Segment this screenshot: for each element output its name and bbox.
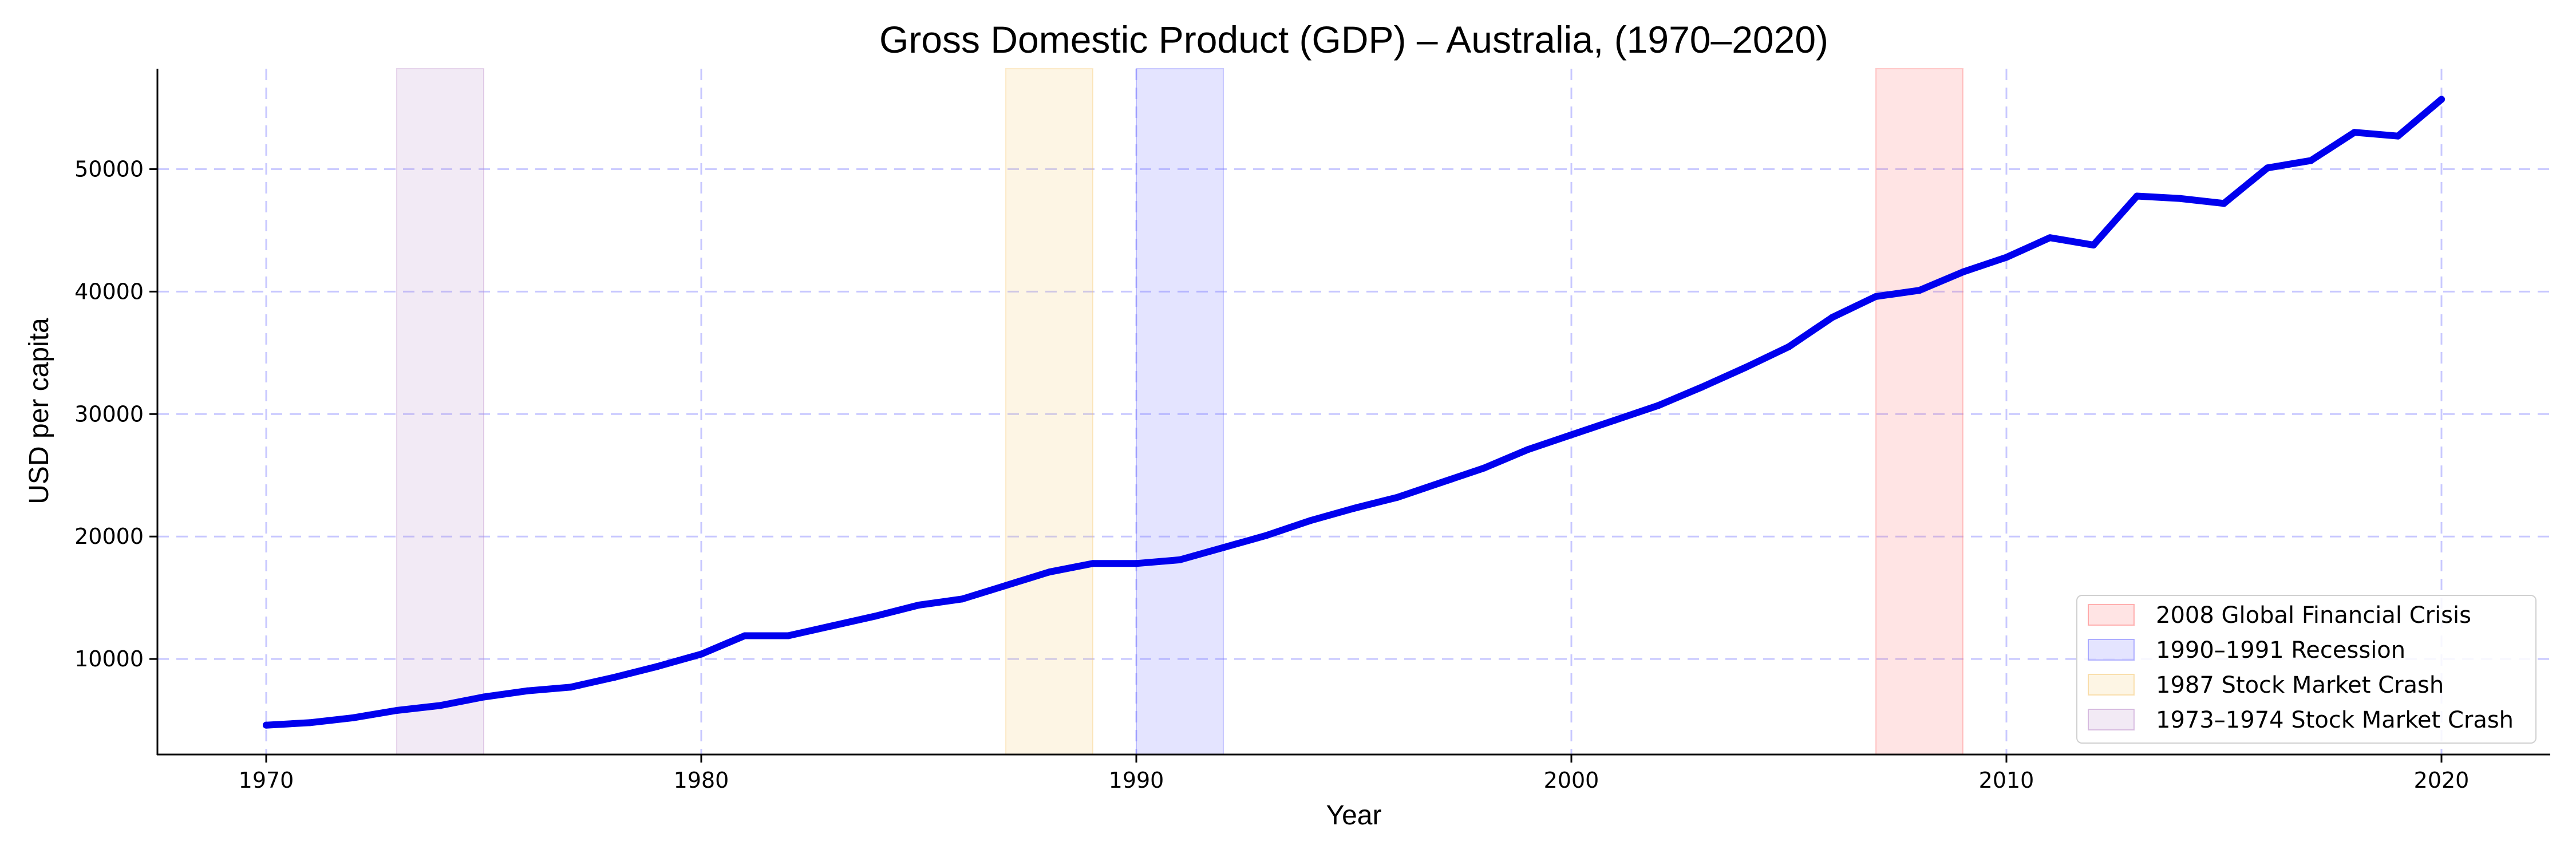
data-point [1089,560,1096,567]
data-point [1437,479,1444,487]
data-point [2351,129,2358,136]
shaded-periods [396,68,1963,755]
shaded-period-0 [1875,68,1963,755]
data-point [2395,132,2401,140]
data-point [915,602,922,609]
data-point [2308,157,2314,164]
tick-labels: 1970 1980 1990 2000 2010 2020 10000 20000 30000 4… [74,156,2469,793]
data-point [1394,493,1401,501]
data-point [2264,164,2271,172]
data-point [2046,234,2053,242]
data-point [2438,96,2445,103]
legend-label: 2008 Global Financial Crisis [2156,602,2471,629]
data-point [1133,560,1140,567]
data-point [741,632,748,639]
data-point [1350,505,1357,512]
data-point [1220,544,1227,551]
data-point [959,595,966,603]
series-layer [263,96,2445,729]
x-tick-label: 2000 [1544,768,1599,793]
data-point [1785,343,1792,350]
data-point [654,662,661,670]
legend-swatch [2088,639,2135,661]
data-point [1611,416,1618,424]
data-point [263,721,270,729]
x-tick-label: 2020 [2414,768,2470,793]
data-point [1959,268,1966,276]
legend: 2008 Global Financial Crisis 1990–1991 Re… [2076,595,2537,744]
data-point [2221,200,2227,207]
data-point [567,684,574,691]
x-tick-label: 1970 [239,768,294,793]
x-tick-label: 1990 [1109,768,1164,793]
y-tick-label: 40000 [74,279,144,304]
data-point [393,706,400,714]
x-axis-label: Year [1326,800,1382,831]
chart-title: Gross Domestic Product (GDP) – Australia… [879,18,1828,61]
data-point [1481,464,1488,472]
y-tick-label: 30000 [74,401,144,426]
legend-label: 1990–1991 Recession [2156,637,2405,663]
data-point [1263,532,1270,539]
data-point [1002,582,1009,589]
shaded-period-1 [1136,68,1224,755]
x-tick-label: 2010 [1979,768,2034,793]
data-point [1524,446,1531,453]
axes [156,69,2550,756]
data-point [1698,384,1705,391]
y-tick-label: 10000 [74,646,144,672]
data-point [1046,568,1053,576]
data-point [524,687,531,694]
shaded-period-3 [396,68,484,755]
shaded-period-2 [1005,68,1093,755]
legend-label: 1973–1974 Stock Market Crash [2156,707,2514,733]
data-point [611,674,618,681]
data-point [1568,431,1575,439]
data-point [2177,195,2184,202]
data-point [1307,517,1314,524]
data-point [480,693,487,701]
legend-frame [2076,595,2537,744]
data-point [306,719,313,726]
data-point [1872,293,1879,300]
y-tick-label: 50000 [74,156,144,181]
data-point [2003,254,2010,261]
legend-label: 1987 Stock Market Crash [2156,672,2444,698]
legend-swatch [2088,604,2135,626]
data-point [1916,287,1923,294]
legend-items: 2008 Global Financial Crisis 1990–1991 Re… [2088,602,2514,733]
data-point [698,650,705,658]
data-point [785,632,792,639]
data-point [2090,242,2097,249]
y-axis-label: USD per capita [24,318,54,504]
x-tick-label: 1980 [674,768,729,793]
data-point [1655,402,1662,409]
legend-swatch [2088,709,2135,730]
data-point [350,714,357,721]
data-point [1742,364,1749,371]
data-point [1176,556,1183,563]
data-point [1829,314,1836,321]
data-point [828,622,835,630]
data-point [437,702,444,709]
legend-swatch [2088,674,2135,696]
data-point [2134,192,2140,200]
y-tick-label: 20000 [74,524,144,549]
grid-layer [157,69,2550,755]
data-point [872,613,879,620]
